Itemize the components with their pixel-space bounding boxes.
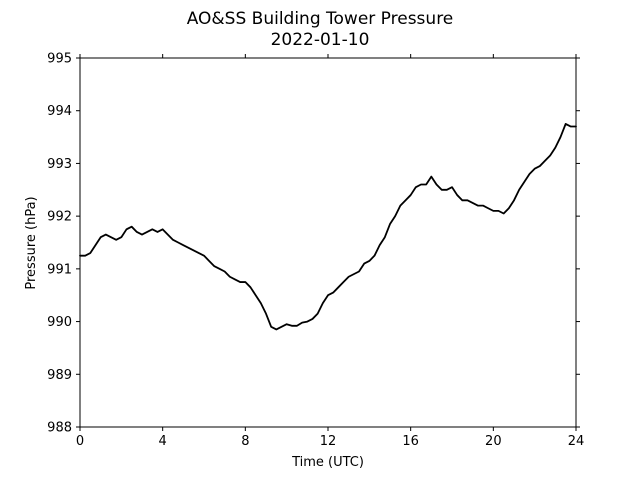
- y-tick-label: 988: [47, 421, 72, 436]
- x-tick-label: 24: [568, 434, 585, 449]
- axis-ticks: 0 4 8 12 16 20 24 988 989 990 991 992 993 994 995: [47, 52, 584, 450]
- x-tick-label: 16: [402, 434, 419, 449]
- x-tick-label: 8: [241, 434, 249, 449]
- x-tick-label: 4: [159, 434, 167, 449]
- chart-subtitle: 2022-01-10: [271, 30, 370, 50]
- plot-area-frame: [79, 57, 577, 428]
- y-tick-label: 989: [47, 368, 72, 383]
- y-tick-label: 992: [47, 210, 72, 225]
- pressure-series-line: [79, 122, 577, 331]
- y-tick-label: 995: [47, 52, 72, 67]
- x-axis-label: Time (UTC): [291, 455, 364, 470]
- x-tick-label: 0: [76, 434, 84, 449]
- x-tick-label: 20: [485, 434, 502, 449]
- y-tick-label: 991: [47, 262, 72, 277]
- y-tick-label: 994: [47, 104, 72, 119]
- x-tick-label: 12: [320, 434, 337, 449]
- y-axis-label: Pressure (hPa): [24, 196, 39, 289]
- y-tick-label: 990: [47, 315, 72, 330]
- series-layer: [79, 122, 577, 331]
- chart-title: AO&SS Building Tower Pressure: [187, 9, 454, 29]
- y-tick-label: 993: [47, 157, 72, 172]
